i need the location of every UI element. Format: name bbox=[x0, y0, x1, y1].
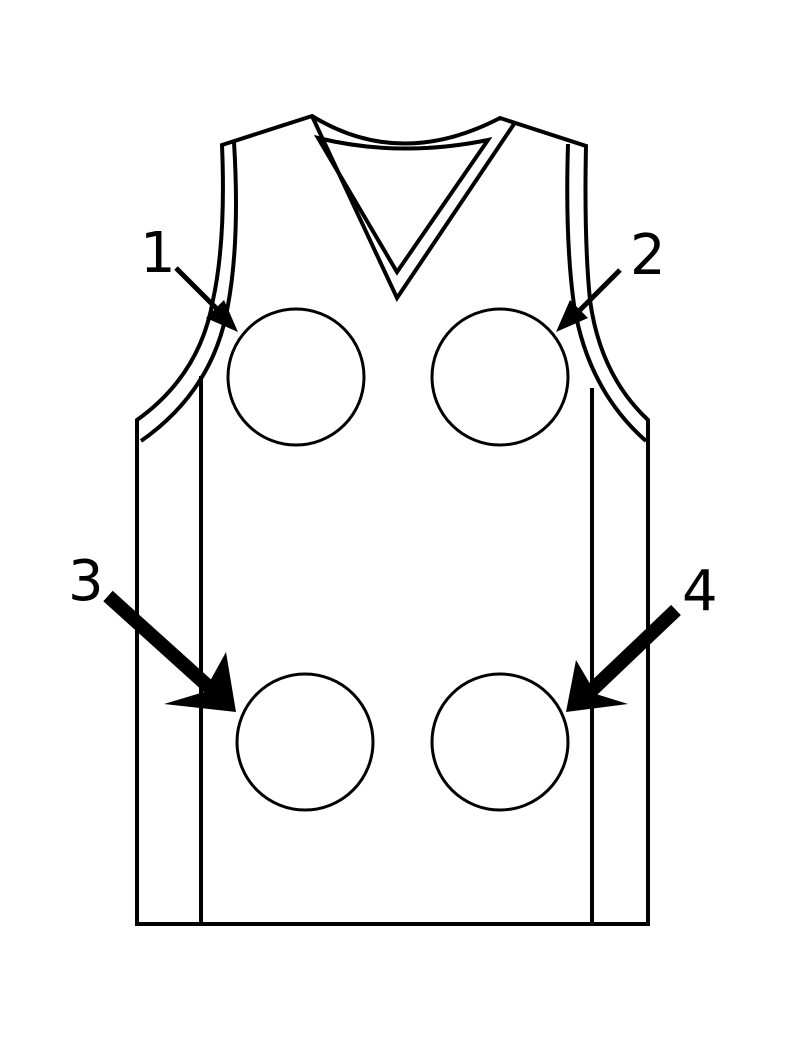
arrow-3 bbox=[103, 590, 236, 712]
spot-3-label: 3 bbox=[68, 549, 104, 614]
spot-2-circle bbox=[430, 307, 570, 447]
spot-1-circle bbox=[226, 307, 366, 447]
jersey-outer-outline bbox=[135, 113, 650, 926]
left-armhole-trim bbox=[139, 141, 238, 443]
right-armhole-trim bbox=[565, 143, 648, 443]
jersey-tank-top bbox=[135, 113, 650, 926]
spot-4-circle bbox=[430, 672, 570, 812]
spot-3-circle bbox=[235, 672, 375, 812]
spot-2-label: 2 bbox=[630, 223, 666, 288]
arrow-1 bbox=[174, 266, 238, 332]
spot-1-label: 1 bbox=[140, 221, 176, 286]
arrow-2 bbox=[556, 268, 622, 332]
spot-4-label: 4 bbox=[682, 559, 718, 624]
v-neck-inner bbox=[313, 134, 493, 276]
arrow-4 bbox=[566, 604, 681, 712]
